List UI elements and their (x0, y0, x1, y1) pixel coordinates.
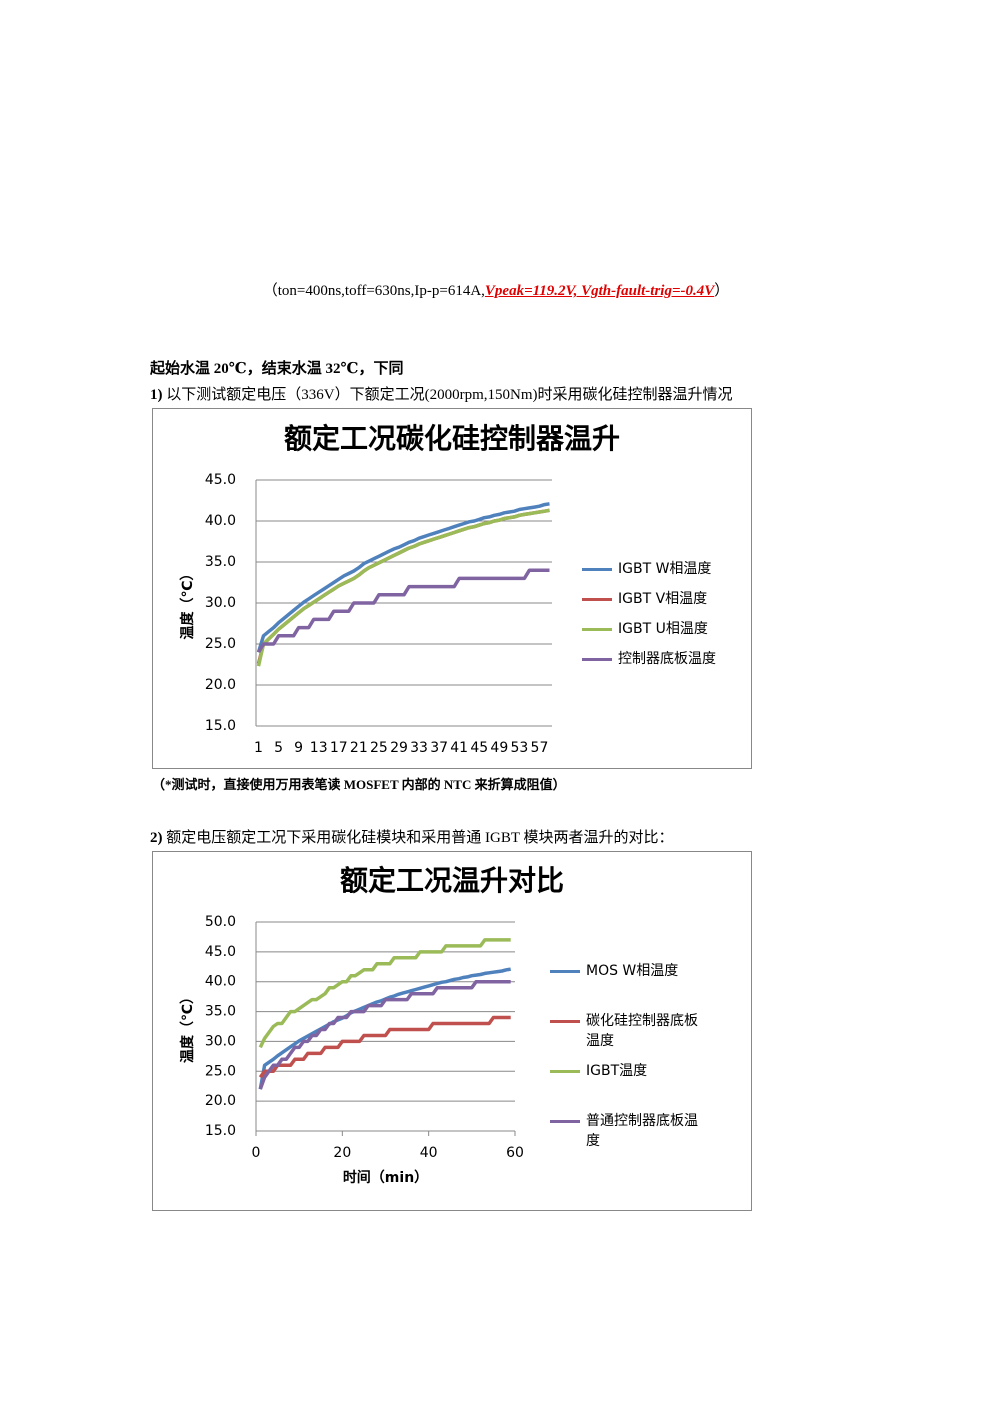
legend-item: IGBT U相温度 (582, 619, 742, 639)
legend-swatch (550, 1070, 580, 1073)
legend-label: IGBT温度 (586, 1063, 648, 1079)
line-series (258, 1015, 511, 1079)
legend-label: IGBT W相温度 (618, 561, 712, 577)
y-tick-label: 30.0 (205, 595, 236, 611)
y-axis-label: 温度（℃） (179, 990, 196, 1063)
caption-highlight: Vpeak=119.2V, Vgth-fault-trig=-0.4V (484, 283, 715, 299)
line-series (256, 502, 550, 653)
y-tick-label: 40.0 (205, 513, 236, 529)
legend-swatch (582, 658, 612, 661)
x-tick-label: 17 (330, 740, 348, 756)
x-tick-label: 25 (370, 740, 388, 756)
x-tick-label: 20 (333, 1145, 351, 1161)
item: 1) 以下测试额定电压（336V）下额定工况(2000rpm,150Nm)时采用… (150, 383, 733, 404)
legend-item: IGBT V相温度 (582, 589, 742, 609)
y-tick-label: 50.0 (205, 914, 236, 930)
x-tick-label: 57 (531, 740, 549, 756)
note: （*测试时，直接使用万用表笔读 MOSFET 内部的 NTC 来折算成阻值） (152, 777, 566, 792)
y-tick-label: 40.0 (205, 974, 236, 990)
legend-item: MOS W相温度 (550, 961, 710, 981)
legend-label: MOS W相温度 (586, 963, 679, 979)
item-text: 以下测试额定电压（336V）下额定工况(2000rpm,150Nm)时采用碳化硅… (166, 387, 733, 403)
legend-swatch (550, 1120, 580, 1123)
y-tick-label: 20.0 (205, 677, 236, 693)
x-tick-label: 45 (470, 740, 488, 756)
chart-title: 额定工况温升对比 (340, 864, 564, 897)
line-series (258, 938, 511, 1049)
y-tick-label: 45.0 (205, 944, 236, 960)
heading: 起始水温 20℃，结束水温 32℃，下同 (150, 361, 404, 377)
caption: （ton=400ns,toff=630ns,Ip-p=614A,Vpeak=11… (0, 279, 992, 300)
y-tick-label: 15.0 (205, 1123, 236, 1139)
legend-item: IGBT W相温度 (582, 559, 742, 579)
y-tick-label: 20.0 (205, 1093, 236, 1109)
x-tick-label: 33 (410, 740, 428, 756)
item: 2) 额定电压额定工况下采用碳化硅模块和采用普通 IGBT 模块两者温升的对比： (150, 826, 673, 847)
y-tick-label: 35.0 (205, 1004, 236, 1020)
item-number: 1) (150, 387, 163, 403)
x-axis-label: 时间（min） (343, 1169, 428, 1186)
line-series (257, 568, 550, 654)
x-tick-label: 13 (310, 740, 328, 756)
legend-swatch (582, 598, 612, 601)
x-tick-label: 0 (252, 1145, 261, 1161)
x-tick-label: 1 (254, 740, 263, 756)
legend-item: IGBT温度 (550, 1061, 710, 1081)
x-tick-label: 9 (294, 740, 303, 756)
chart-box (152, 408, 752, 769)
chart-title: 额定工况碳化硅控制器温升 (284, 422, 620, 455)
chart-box (152, 851, 752, 1211)
legend-swatch (550, 970, 580, 973)
legend-item: 控制器底板温度 (582, 649, 742, 669)
legend-label: 普通控制器底板温度 (586, 1113, 698, 1149)
y-tick-label: 15.0 (205, 718, 236, 734)
legend-swatch (550, 1020, 580, 1023)
y-tick-label: 35.0 (205, 554, 236, 570)
caption-suffix: ） (714, 283, 730, 299)
x-tick-label: 60 (506, 1145, 524, 1161)
legend-label: IGBT U相温度 (618, 621, 708, 637)
legend-label: IGBT V相温度 (618, 591, 708, 607)
legend-swatch (582, 628, 612, 631)
legend-item: 普通控制器底板温度 (550, 1111, 710, 1151)
y-tick-label: 30.0 (205, 1033, 236, 1049)
x-tick-label: 5 (274, 740, 283, 756)
y-axis-label: 温度（℃） (179, 567, 196, 640)
line-series (258, 979, 511, 1090)
x-tick-label: 49 (490, 740, 508, 756)
x-tick-label: 53 (510, 740, 528, 756)
x-tick-label: 40 (420, 1145, 438, 1161)
line-series (256, 508, 550, 665)
x-tick-label: 21 (350, 740, 368, 756)
y-tick-label: 25.0 (205, 636, 236, 652)
item-number: 2) (150, 830, 163, 846)
y-tick-label: 45.0 (205, 472, 236, 488)
legend-item: 碳化硅控制器底板温度 (550, 1011, 710, 1051)
legend-swatch (582, 568, 612, 571)
line-series (256, 508, 550, 667)
caption-prefix: （ton=400ns,toff=630ns,Ip-p=614A, (262, 283, 485, 299)
item-text: 额定电压额定工况下采用碳化硅模块和采用普通 IGBT 模块两者温升的对比： (166, 830, 674, 846)
legend-label: 控制器底板温度 (618, 651, 716, 667)
x-tick-label: 41 (450, 740, 468, 756)
x-tick-label: 29 (390, 740, 408, 756)
x-tick-label: 37 (430, 740, 448, 756)
y-tick-label: 25.0 (205, 1063, 236, 1079)
legend-label: 碳化硅控制器底板温度 (586, 1013, 698, 1049)
